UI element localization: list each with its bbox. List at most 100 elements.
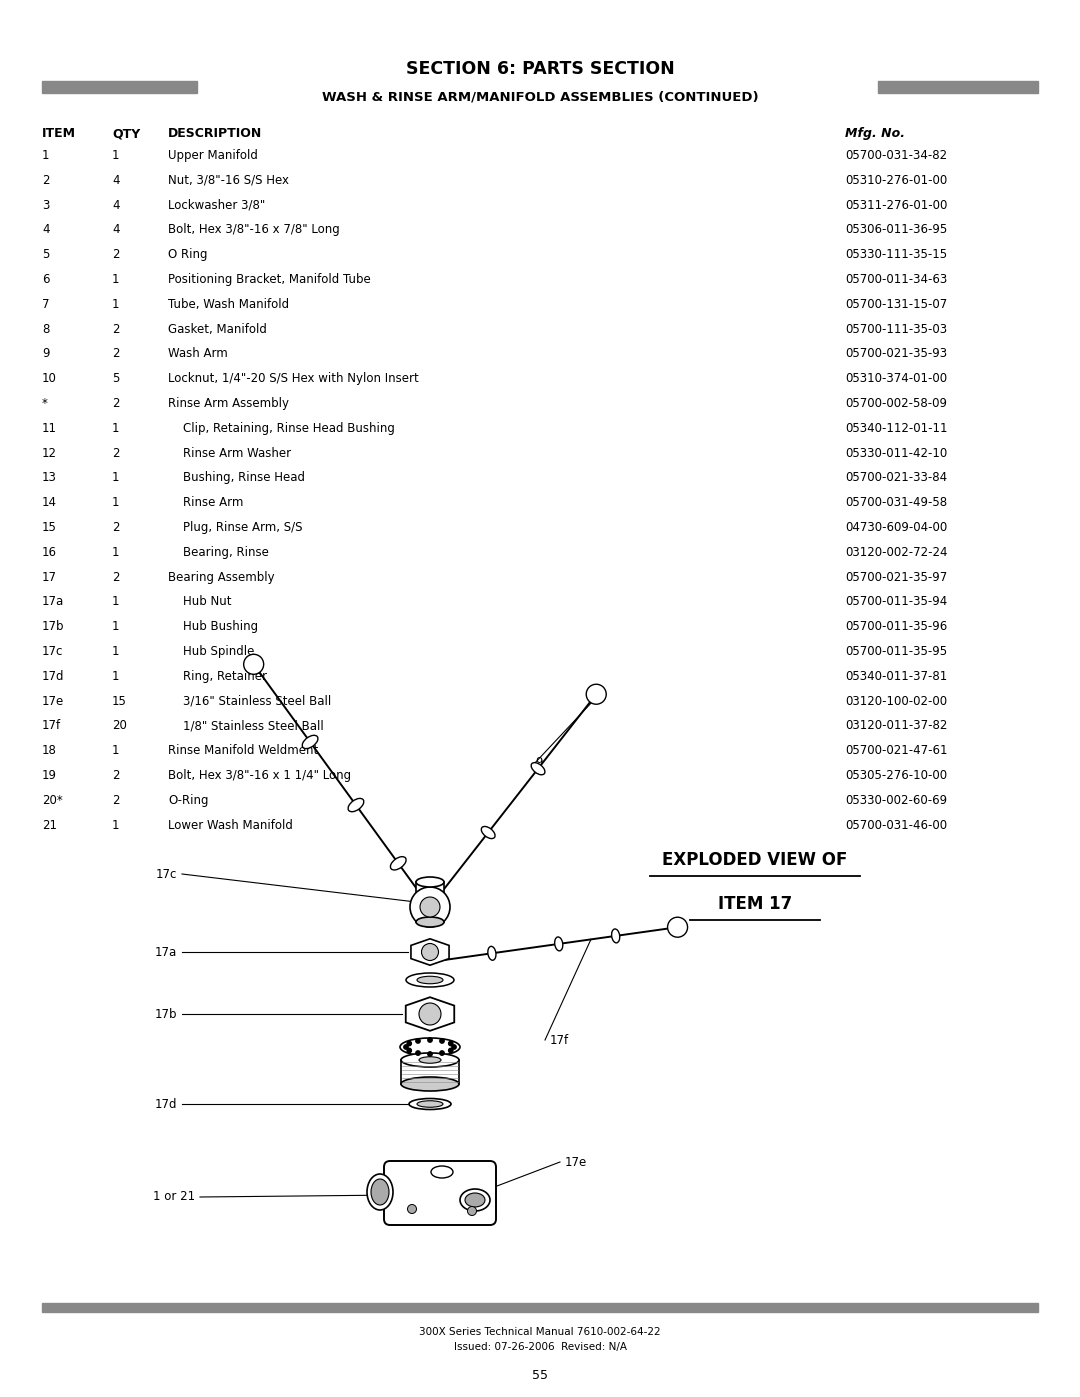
Text: 05700-111-35-03: 05700-111-35-03 xyxy=(845,323,947,335)
Text: 2: 2 xyxy=(112,521,120,534)
Text: Hub Bushing: Hub Bushing xyxy=(168,620,258,633)
Ellipse shape xyxy=(417,977,443,983)
Text: 2: 2 xyxy=(112,570,120,584)
Text: Tube, Wash Manifold: Tube, Wash Manifold xyxy=(168,298,289,310)
Circle shape xyxy=(468,1207,476,1215)
Ellipse shape xyxy=(482,827,495,838)
Text: 1: 1 xyxy=(112,298,120,310)
Text: 17f: 17f xyxy=(550,1034,569,1046)
Text: 2: 2 xyxy=(112,397,120,409)
Text: 05700-021-35-97: 05700-021-35-97 xyxy=(845,570,947,584)
Bar xyxy=(401,1060,459,1084)
Text: 05700-011-34-63: 05700-011-34-63 xyxy=(845,272,947,286)
Text: 17d: 17d xyxy=(154,1098,177,1111)
Circle shape xyxy=(419,1003,441,1025)
Text: Bearing Assembly: Bearing Assembly xyxy=(168,570,274,584)
Text: 1: 1 xyxy=(112,546,120,559)
Text: 05700-011-35-96: 05700-011-35-96 xyxy=(845,620,947,633)
Text: 15: 15 xyxy=(42,521,57,534)
Text: ITEM 17: ITEM 17 xyxy=(718,895,792,914)
Ellipse shape xyxy=(409,1098,451,1109)
Text: WASH & RINSE ARM/MANIFOLD ASSEMBLIES (CONTINUED): WASH & RINSE ARM/MANIFOLD ASSEMBLIES (CO… xyxy=(322,91,758,103)
Bar xyxy=(416,882,444,922)
Text: 2: 2 xyxy=(42,173,50,187)
Text: Clip, Retaining, Rinse Head Bushing: Clip, Retaining, Rinse Head Bushing xyxy=(168,422,395,434)
Ellipse shape xyxy=(390,856,406,870)
Text: Wash Arm: Wash Arm xyxy=(168,348,228,360)
Text: 4: 4 xyxy=(112,173,120,187)
Ellipse shape xyxy=(460,1189,490,1211)
Circle shape xyxy=(448,1041,453,1046)
Text: 1: 1 xyxy=(112,422,120,434)
Text: Mfg. No.: Mfg. No. xyxy=(845,127,905,140)
Text: 1: 1 xyxy=(112,819,120,831)
Ellipse shape xyxy=(416,877,444,887)
Ellipse shape xyxy=(611,929,620,943)
Text: 16: 16 xyxy=(42,546,57,559)
Text: 10: 10 xyxy=(42,372,57,386)
Text: 13: 13 xyxy=(42,471,57,485)
Text: Rinse Arm: Rinse Arm xyxy=(168,496,243,509)
Ellipse shape xyxy=(372,1179,389,1206)
Ellipse shape xyxy=(406,972,454,988)
Text: 21: 21 xyxy=(42,819,57,831)
Text: 55: 55 xyxy=(532,1369,548,1382)
Circle shape xyxy=(451,1045,456,1049)
Text: 1: 1 xyxy=(112,149,120,162)
Ellipse shape xyxy=(401,1053,459,1067)
Text: 05310-374-01-00: 05310-374-01-00 xyxy=(845,372,947,386)
Text: 20: 20 xyxy=(112,719,126,732)
Text: 1: 1 xyxy=(112,645,120,658)
Ellipse shape xyxy=(465,1193,485,1207)
Text: 12: 12 xyxy=(42,447,57,460)
FancyBboxPatch shape xyxy=(384,1161,496,1225)
Text: ITEM: ITEM xyxy=(42,127,76,140)
Text: 05330-002-60-69: 05330-002-60-69 xyxy=(845,793,947,807)
Circle shape xyxy=(404,1045,408,1049)
Ellipse shape xyxy=(488,946,496,960)
Text: 05700-011-35-94: 05700-011-35-94 xyxy=(845,595,947,609)
Text: 05305-276-10-00: 05305-276-10-00 xyxy=(845,768,947,782)
Text: 1: 1 xyxy=(42,149,50,162)
Text: Bushing, Rinse Head: Bushing, Rinse Head xyxy=(168,471,305,485)
Ellipse shape xyxy=(400,1038,460,1056)
Text: 2: 2 xyxy=(112,323,120,335)
Circle shape xyxy=(416,1039,420,1044)
Text: Rinse Manifold Weldment: Rinse Manifold Weldment xyxy=(168,745,319,757)
Circle shape xyxy=(407,1041,411,1046)
Circle shape xyxy=(407,1204,417,1214)
Circle shape xyxy=(416,1051,420,1055)
Circle shape xyxy=(244,654,264,675)
Text: 05700-021-47-61: 05700-021-47-61 xyxy=(845,745,947,757)
Ellipse shape xyxy=(367,1173,393,1210)
Text: 05340-112-01-11: 05340-112-01-11 xyxy=(845,422,947,434)
Text: 04730-609-04-00: 04730-609-04-00 xyxy=(845,521,947,534)
Text: 17c: 17c xyxy=(42,645,64,658)
Text: 17: 17 xyxy=(42,570,57,584)
Text: Upper Manifold: Upper Manifold xyxy=(168,149,258,162)
Text: 14: 14 xyxy=(42,496,57,509)
Text: 18: 18 xyxy=(42,745,57,757)
Text: QTY: QTY xyxy=(112,127,140,140)
Text: DESCRIPTION: DESCRIPTION xyxy=(168,127,262,140)
Text: Bearing, Rinse: Bearing, Rinse xyxy=(168,546,269,559)
Text: 05700-031-34-82: 05700-031-34-82 xyxy=(845,149,947,162)
Ellipse shape xyxy=(531,763,545,775)
Text: 6: 6 xyxy=(42,272,50,286)
Text: 1: 1 xyxy=(112,272,120,286)
Text: 2: 2 xyxy=(112,249,120,261)
Text: Bolt, Hex 3/8"-16 x 1 1/4" Long: Bolt, Hex 3/8"-16 x 1 1/4" Long xyxy=(168,768,351,782)
Text: Lockwasher 3/8": Lockwasher 3/8" xyxy=(168,198,266,211)
Text: 03120-011-37-82: 03120-011-37-82 xyxy=(845,719,947,732)
Text: 17d: 17d xyxy=(42,669,65,683)
Text: 15: 15 xyxy=(112,694,126,708)
Ellipse shape xyxy=(417,1101,443,1108)
Ellipse shape xyxy=(348,799,364,812)
Text: 5: 5 xyxy=(42,249,50,261)
Text: 05330-011-42-10: 05330-011-42-10 xyxy=(845,447,947,460)
Text: 17a: 17a xyxy=(154,946,177,958)
Text: Hub Nut: Hub Nut xyxy=(168,595,231,609)
Text: 05700-131-15-07: 05700-131-15-07 xyxy=(845,298,947,310)
Text: 17c: 17c xyxy=(156,868,177,880)
Circle shape xyxy=(440,1039,444,1044)
